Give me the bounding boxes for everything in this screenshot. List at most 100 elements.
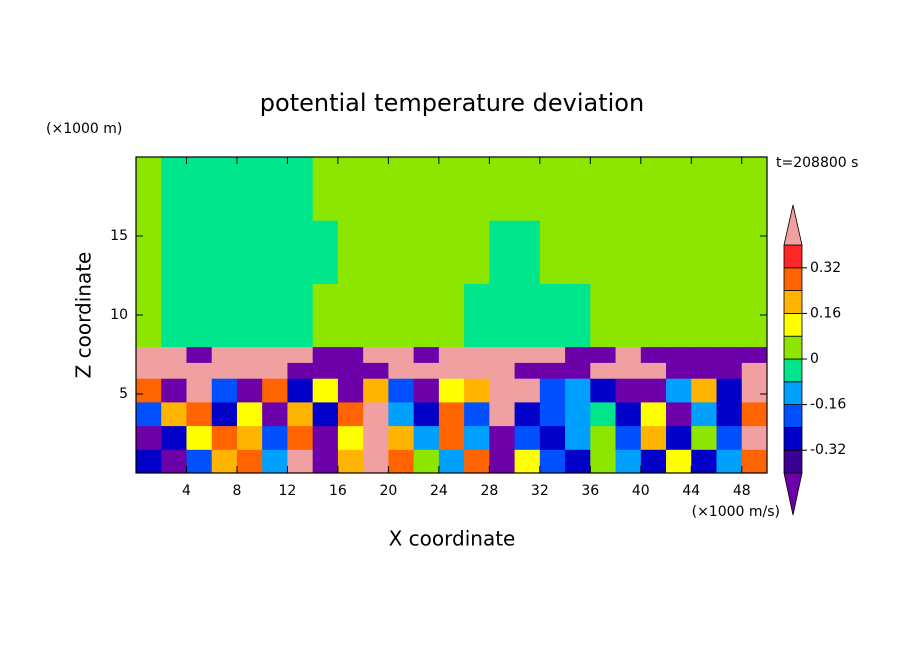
colorbar-under <box>783 472 803 516</box>
contour-cell <box>565 157 591 221</box>
contour-cell <box>438 378 465 403</box>
contour-cell <box>514 220 541 284</box>
contour-cell <box>514 401 541 427</box>
colorbar-tick-label: 0.32 <box>810 260 841 276</box>
colorbar-box <box>783 290 803 314</box>
contour-cell <box>211 283 238 348</box>
contour-cell <box>666 157 692 221</box>
contour-cell <box>741 220 768 284</box>
contour-cell <box>590 346 617 363</box>
contour-cell <box>211 157 238 221</box>
contour-cell <box>691 283 718 348</box>
contour-cell <box>236 283 263 348</box>
contour-cell <box>236 157 263 221</box>
contour-cell <box>186 283 213 348</box>
contour-cell <box>539 449 566 474</box>
contour-cell <box>590 378 617 403</box>
y-axis-label: Z coordinate <box>72 252 96 379</box>
contour-cell <box>489 283 516 348</box>
contour-cell <box>363 220 389 284</box>
contour-cell <box>287 425 314 450</box>
contour-cell <box>287 157 314 221</box>
contour-cell <box>262 283 288 348</box>
contour-cell <box>691 401 718 427</box>
contour-cell <box>287 220 314 284</box>
contour-cell <box>211 425 238 450</box>
contour-cell <box>211 346 238 363</box>
contour-cell <box>539 346 566 363</box>
contour-cell <box>539 220 566 284</box>
contour-cell <box>236 401 263 427</box>
contour-cell <box>161 449 187 474</box>
contour-cell <box>236 425 263 450</box>
y-tick-label: 5 <box>119 386 128 402</box>
x-tick-label: 32 <box>531 483 549 499</box>
contour-cell <box>539 362 566 379</box>
contour-cell <box>438 283 465 348</box>
contour-cell <box>666 220 692 284</box>
contour-cell <box>388 283 415 348</box>
x-tick-label: 40 <box>632 483 650 499</box>
contour-cell <box>136 362 162 379</box>
contour-cell <box>615 362 642 379</box>
contour-cell <box>388 378 415 403</box>
contour-cell <box>262 220 288 284</box>
contour-cell <box>211 449 238 474</box>
colorbar-tick-label: -0.16 <box>810 397 846 413</box>
contour-cell <box>640 362 667 379</box>
contour-cell <box>514 346 541 363</box>
x-unit: (×1000 m/s) <box>692 504 780 520</box>
contour-cell <box>161 220 187 284</box>
contour-cell <box>590 425 617 450</box>
x-axis-label: X coordinate <box>389 527 516 551</box>
contour-cell <box>438 425 465 450</box>
contour-cell <box>337 401 364 427</box>
contour-cell <box>716 346 743 363</box>
contour-cell <box>136 157 162 221</box>
contour-cell <box>312 346 339 363</box>
contour-cell <box>388 449 415 474</box>
contour-cell <box>388 157 415 221</box>
contour-cell <box>312 449 339 474</box>
contour-cell <box>464 401 490 427</box>
contour-cell <box>363 283 389 348</box>
contour-cell <box>716 157 743 221</box>
contour-cell <box>312 378 339 403</box>
contour-cell <box>716 362 743 379</box>
contour-cell <box>716 283 743 348</box>
contour-cell <box>691 378 718 403</box>
contour-cell <box>590 157 617 221</box>
contour-cell <box>337 346 364 363</box>
contour-cell <box>565 362 591 379</box>
contour-cell <box>287 449 314 474</box>
contour-cell <box>615 425 642 450</box>
contour-cell <box>312 220 339 284</box>
contour-cell <box>413 346 440 363</box>
contour-cell <box>640 449 667 474</box>
contour-cell <box>186 449 213 474</box>
contour-cell <box>691 425 718 450</box>
contour-cell <box>337 362 364 379</box>
contour-cell <box>565 378 591 403</box>
contour-cell <box>615 378 642 403</box>
contour-cell <box>615 283 642 348</box>
colorbar-box <box>783 267 803 291</box>
contour-cell <box>590 362 617 379</box>
colorbar-tick-label: 0.16 <box>810 305 841 321</box>
contour-cell <box>514 449 541 474</box>
contour-cell <box>716 449 743 474</box>
contour-cell <box>489 346 516 363</box>
contour-cell <box>438 449 465 474</box>
contour-cell <box>691 449 718 474</box>
contour-cell <box>186 157 213 221</box>
contour-cell <box>262 362 288 379</box>
contour-cell <box>691 220 718 284</box>
x-tick-label: 48 <box>733 483 751 499</box>
contour-cell <box>514 157 541 221</box>
contour-cell <box>514 362 541 379</box>
contour-cell <box>363 401 389 427</box>
contour-cell <box>186 401 213 427</box>
contour-cell <box>236 346 263 363</box>
